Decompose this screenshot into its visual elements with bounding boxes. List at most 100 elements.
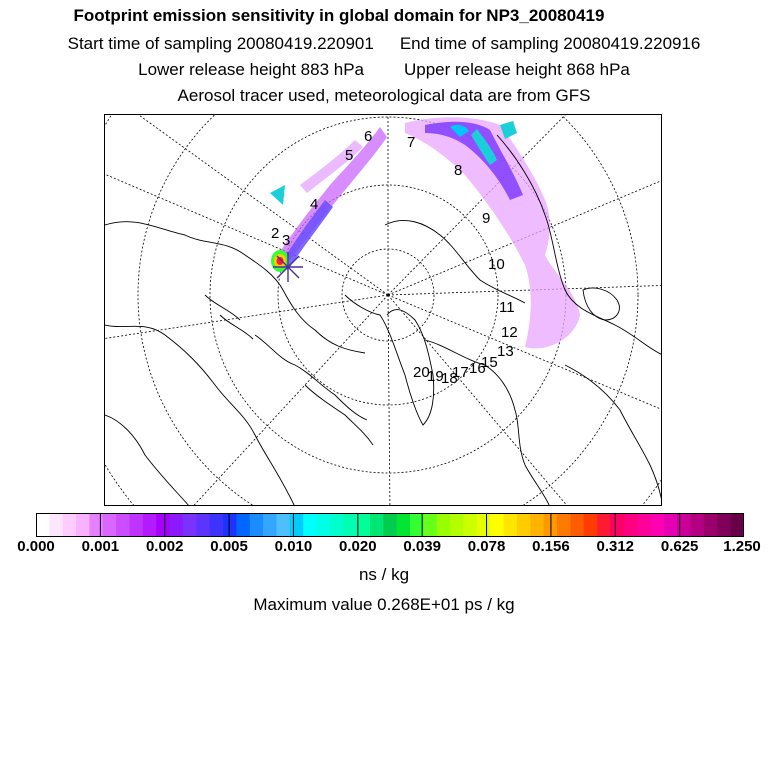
- footprint-plume-west: [270, 127, 387, 272]
- colorbar-cell: [730, 513, 744, 537]
- tracer-note: Aerosol tracer used, meteorological data…: [177, 86, 591, 105]
- track-label: 6: [364, 128, 372, 145]
- colorbar-cell: [623, 513, 638, 537]
- colorbar-cell: [583, 513, 598, 537]
- colorbar-cell: [62, 513, 77, 537]
- colorbar-cell: [316, 513, 331, 537]
- colorbar-cell: [556, 513, 571, 537]
- colorbar-cell: [209, 513, 224, 537]
- colorbar-cell: [637, 513, 652, 537]
- colorbar-cell: [182, 513, 197, 537]
- colorbar-tick-label: 0.625: [660, 538, 699, 555]
- colorbar-cell: [650, 513, 665, 537]
- colorbar-cell: [436, 513, 451, 537]
- colorbar-cell: [329, 513, 344, 537]
- map-canvas: 2 3 4 5 6 7 8 9 10 11 12 13 15 16 17 18 …: [105, 115, 661, 505]
- colorbar-cell: [610, 513, 625, 537]
- track-label: 20: [413, 364, 430, 381]
- track-label: 18: [441, 370, 458, 387]
- colorbar-cell: [49, 513, 64, 537]
- colorbar-cell: [530, 513, 545, 537]
- colorbar-cell: [369, 513, 384, 537]
- colorbar-cell: [570, 513, 585, 537]
- colorbar-tick-label: 0.010: [274, 538, 313, 555]
- colorbar-cell: [129, 513, 144, 537]
- colorbar-cell: [503, 513, 518, 537]
- colorbar-cell: [663, 513, 678, 537]
- lower-release-height: Lower release height 883 hPa: [138, 60, 364, 79]
- colorbar-tick-label: 0.156: [532, 538, 570, 555]
- start-time: Start time of sampling 20080419.220901: [67, 34, 374, 53]
- maximum-value: Maximum value 0.268E+01 ps / kg: [253, 595, 515, 614]
- colorbar-cell: [703, 513, 718, 537]
- footprint-map: 2 3 4 5 6 7 8 9 10 11 12 13 15 16 17 18 …: [104, 114, 662, 506]
- colorbar-tick-labels: 0.000 0.001 0.002 0.005 0.010 0.020 0.039 0.078…: [0, 538, 768, 558]
- colorbar-tick-label: 0.078: [467, 538, 506, 555]
- track-label: 17: [452, 364, 469, 381]
- colorbar-cell: [490, 513, 505, 537]
- colorbar-cell: [450, 513, 465, 537]
- colorbar-cell: [156, 513, 171, 537]
- colorbar-cell: [89, 513, 104, 537]
- colorbar-cell: [463, 513, 478, 537]
- colorbar-cell: [597, 513, 612, 537]
- colorbar: [36, 513, 744, 537]
- colorbar-cell: [516, 513, 531, 537]
- colorbar-cell: [690, 513, 705, 537]
- colorbar-cell: [236, 513, 251, 537]
- colorbar-cell: [36, 513, 50, 537]
- colorbar-cell: [343, 513, 358, 537]
- track-labels: 2 3 4 5 6 7 8 9 10 11 12 13 15 16 17 18 …: [271, 128, 518, 387]
- colorbar-units: ns / kg: [358, 565, 410, 584]
- colorbar-cell: [223, 513, 237, 537]
- colorbar-cell: [169, 513, 184, 537]
- colorbar-tick-label: 1.250: [723, 538, 761, 555]
- colorbar-cell: [263, 513, 278, 537]
- colorbar-cell: [356, 513, 371, 537]
- track-label: 12: [501, 324, 518, 341]
- colorbar-cell: [249, 513, 264, 537]
- sampling-times: Start time of sampling 20080419.220901 En…: [0, 34, 768, 54]
- colorbar-cell: [303, 513, 318, 537]
- track-label: 2: [271, 225, 279, 242]
- colorbar-cell: [116, 513, 131, 537]
- colorbar-cell: [717, 513, 732, 537]
- colorbar-cell: [410, 513, 424, 537]
- track-label: 15: [481, 354, 498, 371]
- track-label: 13: [497, 343, 514, 360]
- colorbar-cell: [383, 513, 398, 537]
- end-time: End time of sampling 20080419.220916: [399, 34, 701, 53]
- track-label: 11: [499, 299, 515, 316]
- colorbar-tick-label: 0.020: [339, 538, 377, 555]
- coastlines: [105, 134, 661, 505]
- track-label: 3: [282, 232, 290, 249]
- colorbar-cell: [476, 513, 491, 537]
- colorbar-tick-label: 0.000: [17, 538, 55, 555]
- track-label: 4: [310, 196, 318, 213]
- track-label: 19: [427, 368, 444, 385]
- colorbar-cell: [396, 513, 411, 537]
- colorbar-tick-label: 0.039: [403, 538, 441, 555]
- colorbar-cell: [289, 513, 304, 537]
- release-heights: Lower release height 883 hPa Upper releas…: [0, 60, 768, 80]
- upper-release-height: Upper release height 868 hPa: [404, 60, 630, 79]
- colorbar-cell: [423, 513, 438, 537]
- colorbar-tick-label: 0.005: [210, 538, 248, 555]
- colorbar-cell: [677, 513, 692, 537]
- colorbar-cell: [142, 513, 157, 537]
- colorbar-cell: [76, 513, 91, 537]
- footprint-plume-east: [405, 117, 580, 349]
- colorbar-tick-label: 0.001: [81, 538, 120, 555]
- track-label: 10: [488, 256, 505, 273]
- track-label: 7: [407, 134, 415, 151]
- plot-title: Footprint emission sensitivity in global…: [73, 6, 605, 25]
- track-label: 5: [345, 147, 353, 164]
- track-label: 9: [482, 210, 490, 227]
- colorbar-cell: [102, 513, 117, 537]
- track-label: 16: [469, 360, 486, 377]
- colorbar-cell: [196, 513, 211, 537]
- colorbar-cell: [276, 513, 291, 537]
- colorbar-tick-label: 0.312: [596, 538, 635, 555]
- track-label: 8: [454, 162, 462, 179]
- colorbar-tick-label: 0.002: [145, 538, 184, 555]
